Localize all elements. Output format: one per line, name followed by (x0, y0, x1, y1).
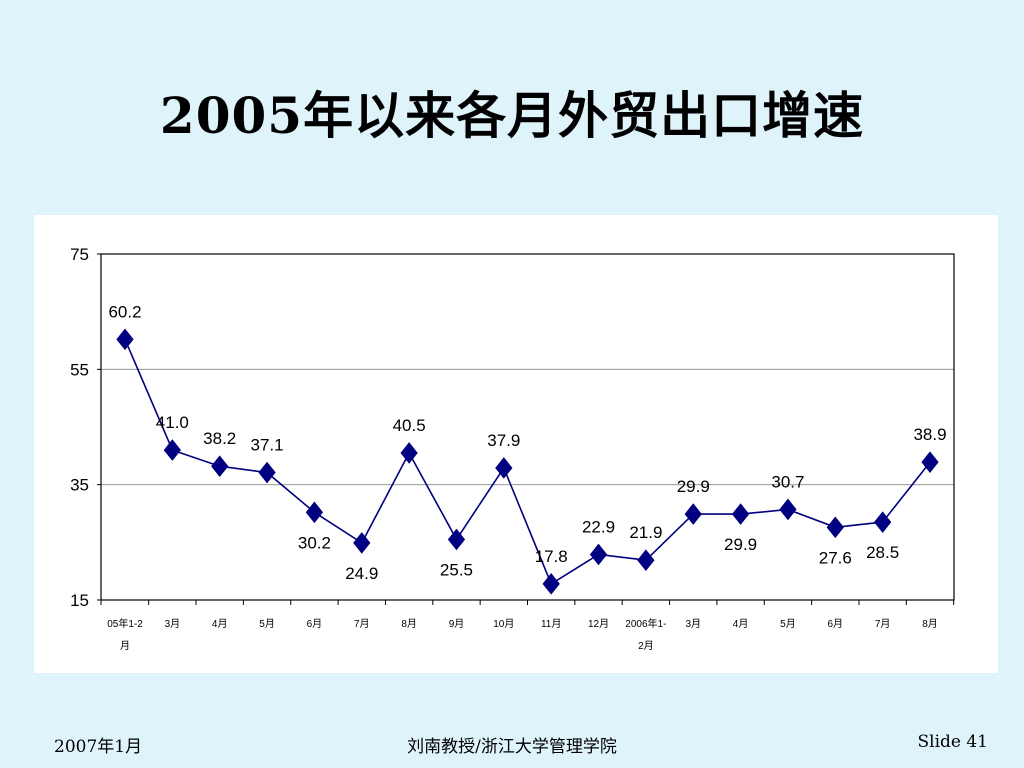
data-point-marker (874, 511, 892, 533)
data-point-marker (779, 498, 797, 521)
x-tick-label: 2006年1-2月 (625, 617, 666, 652)
data-label: 41.0 (156, 413, 189, 432)
data-point-marker (116, 328, 134, 351)
data-label: 40.5 (393, 416, 426, 435)
data-point-marker (353, 532, 371, 554)
data-label: 27.6 (819, 548, 852, 567)
data-labels: 60.2 41.0 38.2 37.1 30.2 24.9 40.5 25.5 37.9 17.8… (108, 302, 946, 583)
series-line-group (124, 338, 931, 586)
footer-author: 刘南教授/浙江大学管理学院 (407, 737, 617, 757)
data-label: 22.9 (582, 517, 615, 536)
data-point-marker (447, 528, 466, 551)
data-label: 30.7 (771, 472, 804, 491)
data-point-marker (542, 573, 560, 595)
data-label: 30.2 (298, 533, 331, 552)
y-axis-ticks: 75 55 35 15 (70, 245, 101, 610)
x-tick-label: 4月 (212, 618, 228, 630)
data-point-marker (305, 501, 324, 524)
series-markers (116, 328, 939, 595)
data-point-marker (589, 543, 608, 566)
x-axis-ticks: 05年1-2 月 3月 4月 5月 6月 7月 8月 9月 10月 11月 12月 2006年1-2月 3… (100, 600, 955, 652)
data-label: 21.9 (629, 523, 662, 542)
y-tick-label: 75 (70, 245, 89, 264)
x-tick-label: 4月 (733, 618, 749, 630)
data-point-marker (258, 461, 276, 484)
x-tick-label: 9月 (449, 618, 465, 630)
y-tick-label: 35 (70, 476, 89, 495)
y-tick-label: 55 (70, 360, 89, 379)
x-tick-label: 8月 (401, 618, 417, 630)
x-tick-label: 6月 (307, 618, 323, 630)
data-label: 38.2 (203, 429, 236, 448)
data-label: 29.9 (724, 535, 757, 554)
data-point-marker (731, 503, 750, 525)
x-tick-label: 7月 (354, 618, 370, 630)
chart-panel: 75 55 35 15 05年1-2 月 3月 4月 5月 6月 7月 8月 9月 10月 11月 12月 2… (34, 215, 998, 673)
y-tick-label: 15 (70, 591, 89, 610)
data-label: 60.2 (108, 302, 141, 321)
x-tick-label: 5月 (259, 618, 275, 630)
data-label: 29.9 (677, 477, 710, 496)
data-label: 38.9 (913, 425, 946, 444)
data-label: 37.9 (487, 431, 520, 450)
line-chart: 75 55 35 15 05年1-2 月 3月 4月 5月 6月 7月 8月 9月 10月 11月 12月 2… (70, 245, 955, 652)
data-label: 28.5 (866, 543, 899, 562)
x-tick-label: 05年1-2 月 (107, 617, 143, 652)
x-tick-label: 7月 (875, 618, 891, 630)
data-point-marker (495, 457, 513, 479)
slide-title: 2005年以来各月外贸出口增速 (159, 86, 865, 145)
data-point-marker (684, 503, 702, 525)
data-point-marker (921, 451, 939, 473)
data-point-marker (211, 455, 229, 478)
data-label: 17.8 (535, 547, 568, 566)
data-point-marker (163, 439, 181, 461)
data-point-marker (637, 549, 655, 572)
x-tick-label: 3月 (685, 618, 701, 630)
data-label: 37.1 (251, 436, 284, 455)
x-tick-label: 11月 (541, 618, 561, 630)
footer-slide-number: Slide 41 (917, 732, 989, 752)
series-line (124, 338, 931, 586)
footer-date: 2007年1月 (54, 737, 143, 757)
data-label: 24.9 (345, 564, 378, 583)
data-label: 25.5 (440, 560, 473, 579)
x-tick-label: 5月 (780, 618, 796, 630)
x-tick-label: 8月 (922, 618, 938, 630)
data-point-marker (826, 516, 844, 539)
x-tick-label: 6月 (828, 618, 844, 630)
x-tick-label: 3月 (165, 618, 181, 630)
x-tick-label: 12月 (588, 618, 609, 630)
x-tick-label: 10月 (493, 618, 514, 630)
data-point-marker (400, 442, 418, 464)
gridlines (101, 368, 954, 486)
